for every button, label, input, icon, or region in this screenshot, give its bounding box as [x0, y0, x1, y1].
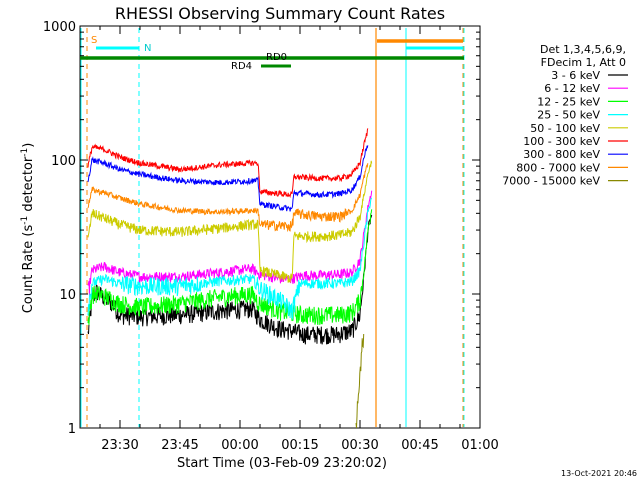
x-tick-label-1: 23:45 — [161, 438, 198, 453]
legend: Det 1,3,4,5,6,9, FDecim 1, Att 0 3 - 6 k… — [502, 43, 628, 188]
series-line-8 — [355, 333, 365, 429]
x-tick-label-3: 00:15 — [281, 438, 318, 453]
y-tick-label-3: 1000 — [43, 20, 76, 35]
saa-flag-label: S — [91, 35, 97, 46]
series-line-1 — [87, 190, 373, 296]
series-line-2 — [87, 209, 373, 326]
footer-date: 13-Oct-2021 20:46 — [561, 469, 637, 478]
x-tick-label-4: 00:30 — [341, 438, 378, 453]
series-line-3 — [87, 197, 373, 321]
y-tick-label-2: 100 — [51, 154, 76, 169]
legend-header-1: Det 1,3,4,5,6,9, — [540, 43, 626, 56]
legend-label-1: 6 - 12 keV — [544, 82, 600, 95]
rd4-flag-label: RD4 — [231, 61, 252, 72]
series-line-5 — [87, 128, 369, 199]
x-axis-label: Start Time (03-Feb-09 23:20:02) — [177, 456, 387, 471]
legend-label-0: 3 - 6 keV — [551, 69, 600, 82]
x-tick-label-0: 23:30 — [101, 438, 138, 453]
y-tick-label-1: 10 — [59, 288, 76, 303]
x-tick-label-5: 00:45 — [401, 438, 438, 453]
y-tick-label-0: 1 — [68, 422, 76, 437]
night-flag-label: N — [144, 43, 151, 54]
series-line-4 — [87, 160, 373, 283]
x-tick-label-6: 01:00 — [461, 438, 498, 453]
chart-title: RHESSI Observing Summary Count Rates — [115, 4, 445, 23]
legend-label-4: 50 - 100 keV — [530, 122, 600, 135]
series-line-7 — [87, 163, 369, 233]
x-tick-label-2: 00:00 — [221, 438, 258, 453]
legend-header-2: FDecim 1, Att 0 — [541, 56, 626, 69]
flag-overlays: S N RD0 RD4 — [80, 28, 465, 427]
legend-label-2: 12 - 25 keV — [537, 95, 600, 108]
series-line-6 — [87, 145, 369, 212]
legend-label-6: 300 - 800 keV — [523, 148, 600, 161]
legend-label-3: 25 - 50 keV — [537, 109, 600, 122]
series-layer — [87, 128, 373, 429]
axis-layer: 23:30 23:45 00:00 00:15 00:30 00:45 01:00 1 10 10… — [43, 20, 499, 453]
y-axis-label: Count Rate (s-1 detector-1) — [20, 143, 36, 314]
rd0-flag-label: RD0 — [266, 52, 287, 63]
legend-label-5: 100 - 300 keV — [523, 135, 600, 148]
legend-label-8: 7000 - 15000 keV — [502, 175, 600, 188]
legend-label-7: 800 - 7000 keV — [516, 161, 600, 174]
